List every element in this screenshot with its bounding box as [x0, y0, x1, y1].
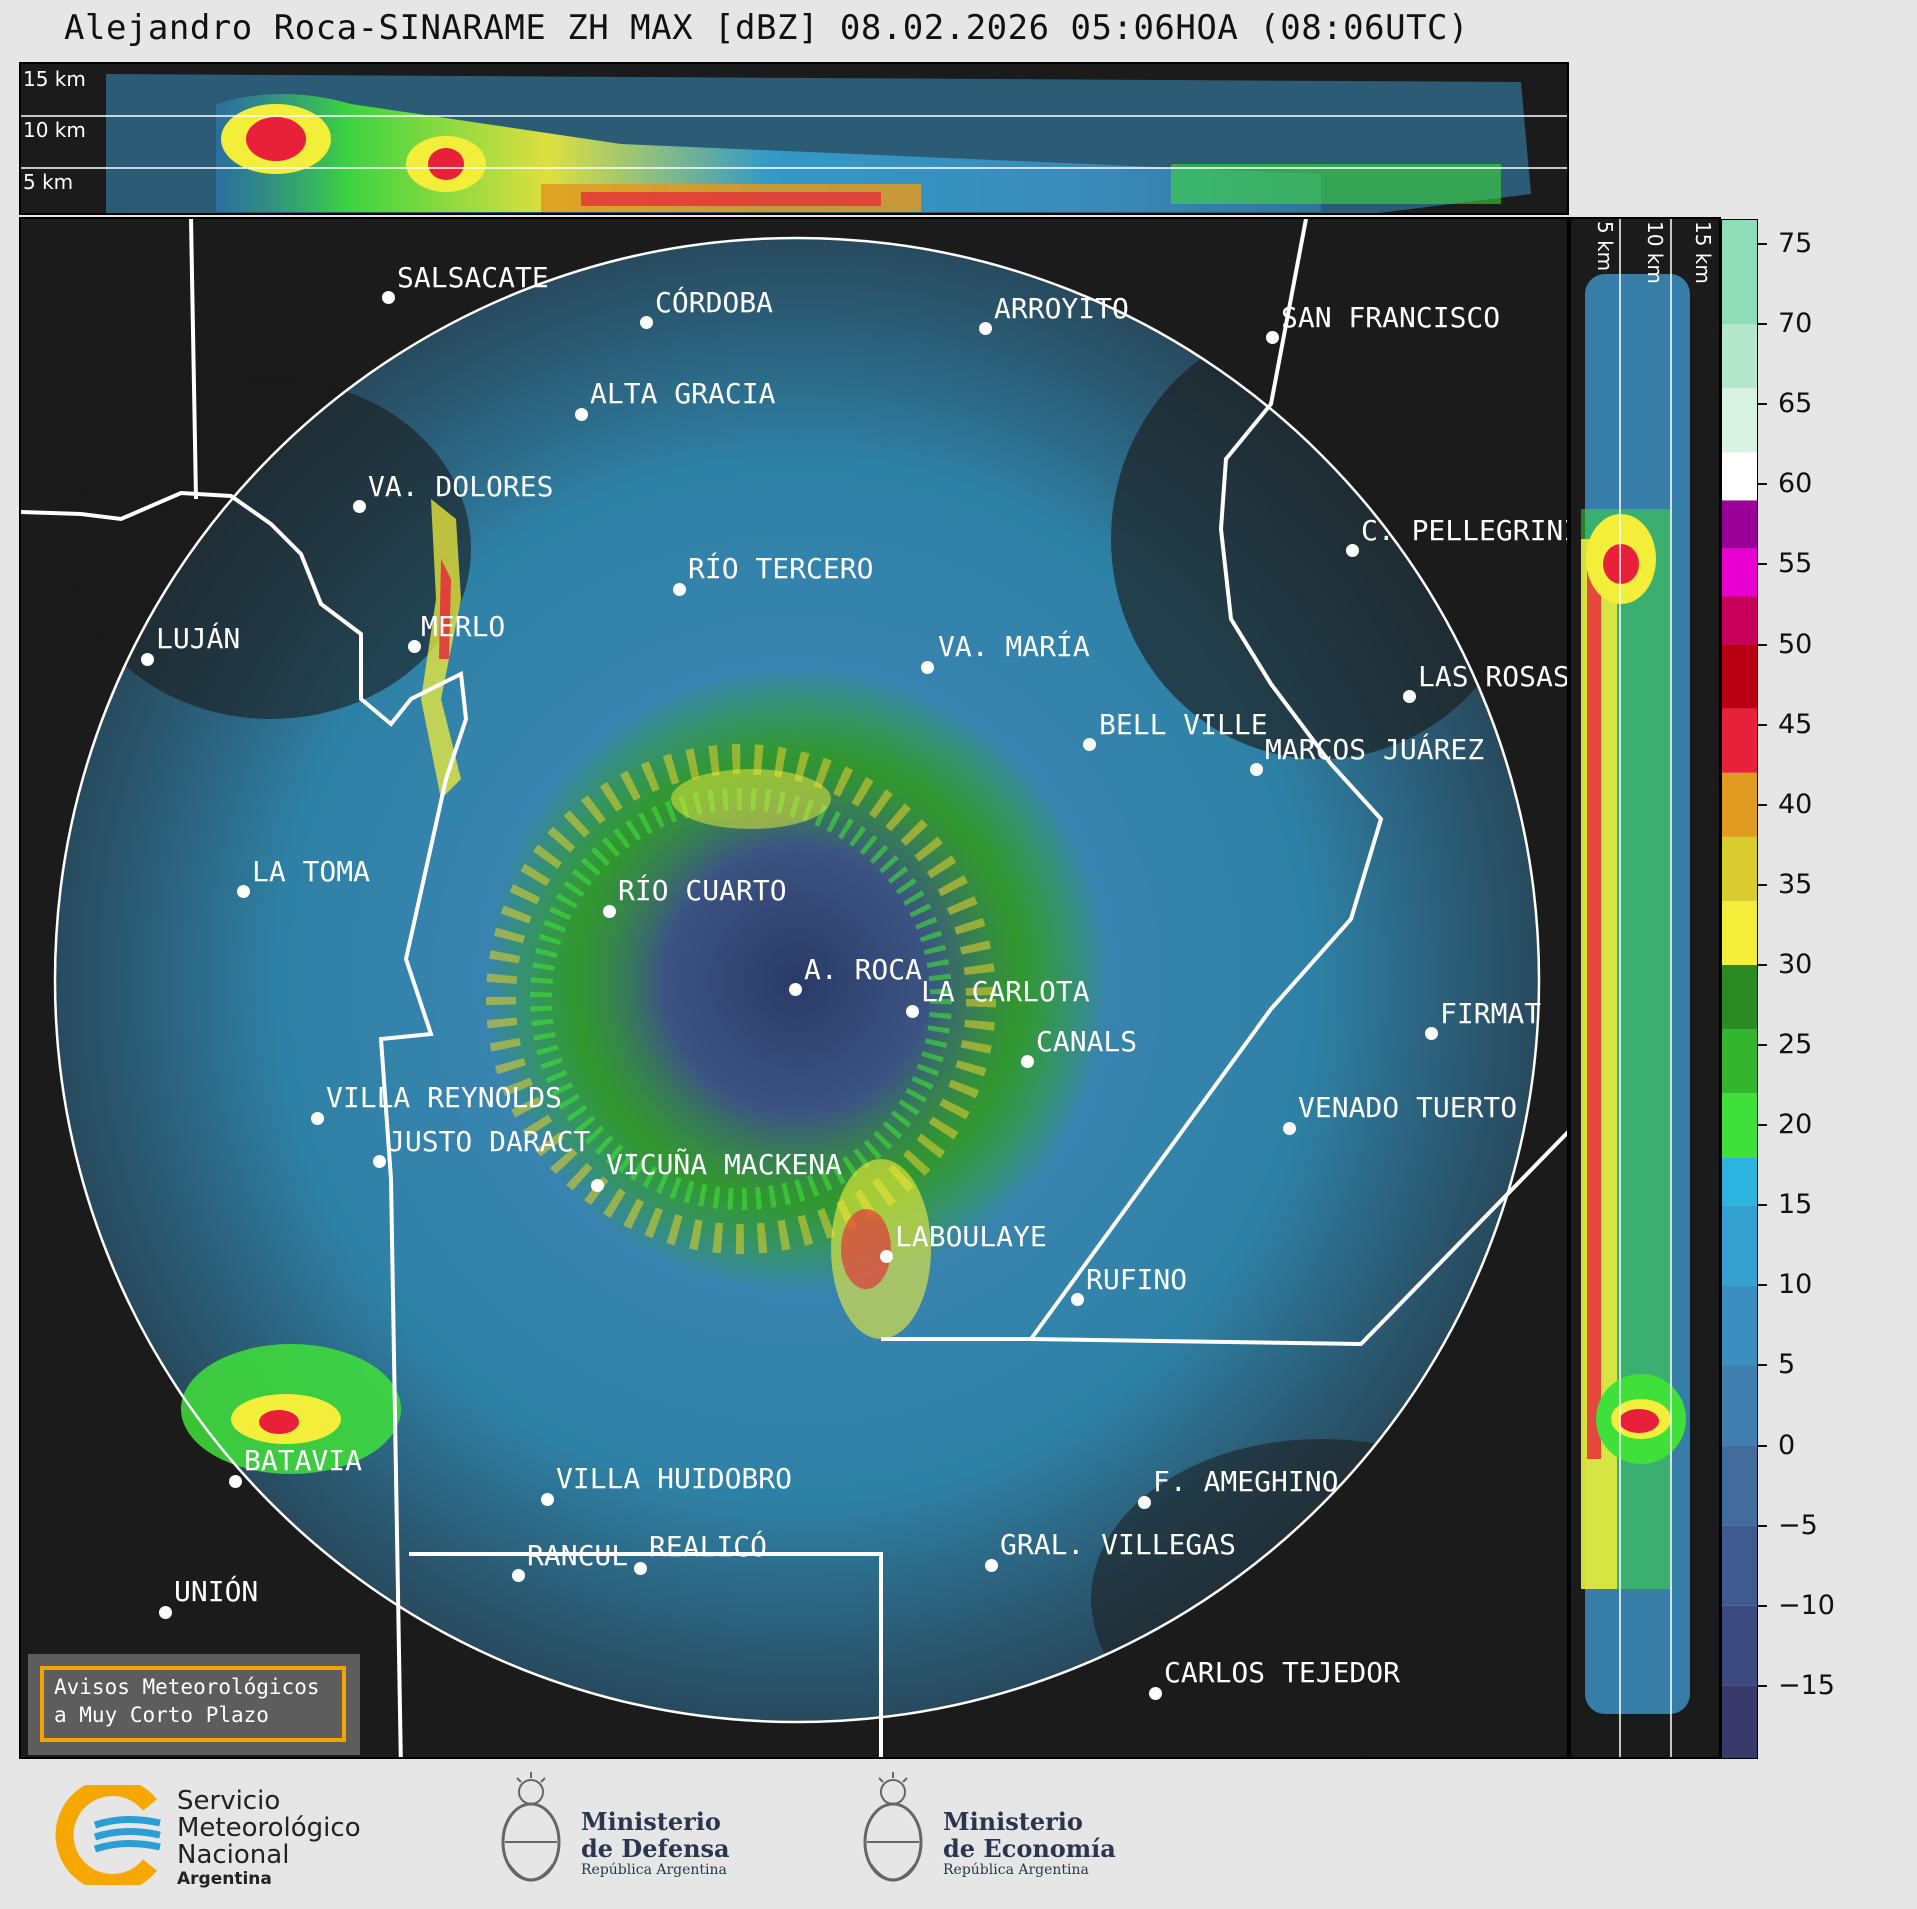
- colorbar-tick-label: −10: [1778, 1589, 1835, 1621]
- argentina-coat-of-arms-icon: [863, 1772, 923, 1882]
- economia-line-3: República Argentina: [943, 1862, 1089, 1878]
- colorbar-segment: [1722, 1605, 1757, 1686]
- warning-line-2: a Muy Corto Plazo: [54, 1703, 269, 1727]
- colorbar-segment: [1722, 500, 1757, 549]
- colorbar-tick-label: 75: [1778, 228, 1813, 260]
- colorbar-segment: [1722, 708, 1757, 773]
- colorbar-segment: [1722, 644, 1757, 709]
- colorbar-segment: [1722, 1205, 1757, 1286]
- colorbar-tick-mark: [1758, 643, 1767, 646]
- smn-line-4: Argentina: [177, 1869, 272, 1889]
- colorbar-segment: [1722, 1445, 1757, 1526]
- height-label-10km: 10 km: [23, 118, 86, 142]
- colorbar-tick-label: 0: [1778, 1429, 1796, 1461]
- colorbar-tick-label: 65: [1778, 388, 1813, 420]
- colorbar-segment: [1722, 1093, 1757, 1158]
- colorbar-tick-mark: [1758, 1364, 1767, 1367]
- colorbar-segment: [1722, 548, 1757, 597]
- colorbar-tick-mark: [1758, 483, 1767, 486]
- colorbar-segment: [1722, 1685, 1757, 1758]
- height-label-5km: 5 km: [23, 170, 74, 194]
- colorbar-segment: [1722, 772, 1757, 837]
- colorbar-segment: [1722, 1365, 1757, 1446]
- colorbar-segment: [1722, 452, 1757, 501]
- colorbar-tick-label: −15: [1778, 1669, 1835, 1701]
- colorbar-tick-mark: [1758, 403, 1767, 406]
- colorbar-tick-label: 5: [1778, 1349, 1796, 1381]
- colorbar-tick-mark: [1758, 1604, 1767, 1607]
- colorbar-tick-mark: [1758, 1524, 1767, 1527]
- height-label-15km: 15 km: [23, 67, 86, 91]
- colorbar-tick-mark: [1758, 1284, 1767, 1287]
- colorbar-segment: [1722, 1285, 1757, 1366]
- top-height-cross-section: 15 km 10 km 5 km: [19, 62, 1569, 215]
- colorbar-tick-mark: [1758, 1044, 1767, 1047]
- colorbar-segment: [1722, 836, 1757, 901]
- colorbar-tick-label: 70: [1778, 308, 1813, 340]
- smn-line-1: Servicio: [177, 1786, 281, 1816]
- colorbar-segment: [1722, 964, 1757, 1030]
- top-cross-section-echo: [21, 74, 1567, 213]
- colorbar-tick-label: 15: [1778, 1189, 1813, 1221]
- colorbar-tick-label: −5: [1778, 1509, 1818, 1541]
- colorbar-tick-label: 50: [1778, 628, 1813, 660]
- height-label-15km-right: 15 km: [1691, 221, 1715, 284]
- colorbar-tick-label: 30: [1778, 948, 1813, 980]
- colorbar-segment: [1722, 596, 1757, 645]
- height-label-10km-right: 10 km: [1643, 221, 1667, 284]
- defensa-logo: Ministerio de Defensa República Argentin…: [495, 1770, 755, 1900]
- argentina-coat-of-arms-icon: [501, 1772, 561, 1882]
- warning-line-1: Avisos Meteorológicos: [54, 1675, 320, 1699]
- economia-line-2: de Economía: [943, 1834, 1116, 1863]
- colorbar-tick-mark: [1758, 883, 1767, 886]
- colorbar-tick-label: 25: [1778, 1029, 1813, 1061]
- defensa-line-3: República Argentina: [581, 1862, 727, 1878]
- colorbar-tick-label: 20: [1778, 1109, 1813, 1141]
- economia-logo: Ministerio de Economía República Argenti…: [857, 1770, 1137, 1900]
- colorbar-tick-label: 35: [1778, 868, 1813, 900]
- height-label-5km-right: 5 km: [1593, 221, 1617, 272]
- colorbar-tick-label: 40: [1778, 788, 1813, 820]
- smn-logo-icon: [55, 1785, 161, 1885]
- map-title: Alejandro Roca-SINARAME ZH MAX [dBZ] 08.…: [64, 8, 1469, 48]
- smn-logo: Servicio Meteorológico Nacional Argentin…: [55, 1780, 395, 1890]
- colorbar-segment: [1722, 1157, 1757, 1206]
- colorbar-tick-mark: [1758, 963, 1767, 966]
- colorbar-tick-mark: [1758, 323, 1767, 326]
- colorbar-tick-label: 45: [1778, 708, 1813, 740]
- colorbar-segment: [1722, 388, 1757, 453]
- colorbar-tick-mark: [1758, 1124, 1767, 1127]
- dbz-colorbar: [1721, 219, 1758, 1759]
- right-height-cross-section: 5 km 10 km 15 km: [1569, 217, 1721, 1759]
- colorbar-segment: [1722, 1029, 1757, 1094]
- colorbar-segment: [1722, 220, 1757, 325]
- colorbar-tick-mark: [1758, 563, 1767, 566]
- colorbar-tick-mark: [1758, 243, 1767, 246]
- colorbar-segment: [1722, 324, 1757, 389]
- colorbar-tick-mark: [1758, 1684, 1767, 1687]
- defensa-line-1: Ministerio: [581, 1807, 721, 1836]
- range-ring: [53, 236, 1541, 1724]
- smn-line-3: Nacional: [177, 1840, 290, 1870]
- economia-line-1: Ministerio: [943, 1807, 1083, 1836]
- colorbar-tick-label: 10: [1778, 1269, 1813, 1301]
- colorbar-tick-mark: [1758, 803, 1767, 806]
- colorbar-tick-label: 60: [1778, 468, 1813, 500]
- radar-echo-layer: [21, 219, 1567, 1757]
- colorbar-tick-mark: [1758, 723, 1767, 726]
- colorbar-tick-label: 55: [1778, 548, 1813, 580]
- colorbar-tick-mark: [1758, 1444, 1767, 1447]
- colorbar-segment: [1722, 1525, 1757, 1606]
- warning-link-border: Avisos Meteorológicos a Muy Corto Plazo: [40, 1666, 346, 1742]
- smn-line-2: Meteorológico: [177, 1813, 361, 1843]
- radar-ppi-map: SALSACATE CÓRDOBA ARROYITO SAN FRANCISCO…: [19, 217, 1569, 1759]
- defensa-line-2: de Defensa: [581, 1834, 730, 1863]
- colorbar-segment: [1722, 900, 1757, 965]
- right-cross-section-echo: [1581, 219, 1690, 1757]
- warning-link-box[interactable]: Avisos Meteorológicos a Muy Corto Plazo: [28, 1654, 360, 1755]
- colorbar-tick-mark: [1758, 1204, 1767, 1207]
